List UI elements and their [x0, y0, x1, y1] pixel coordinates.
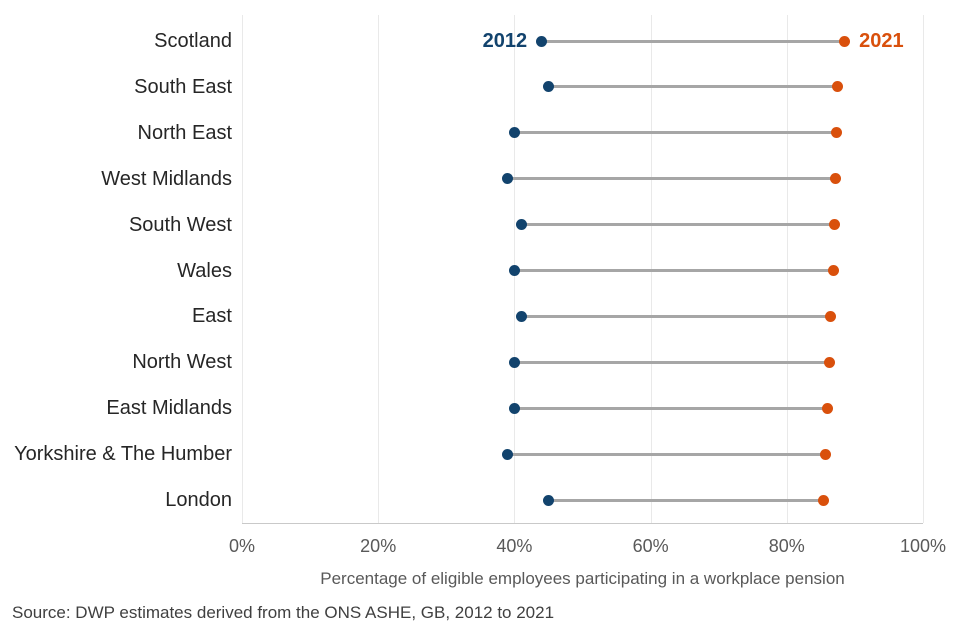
dot-2012 — [536, 35, 548, 47]
dot-2012 — [542, 81, 554, 93]
row-label: Wales — [177, 259, 232, 282]
row-label: North East — [137, 121, 232, 144]
row-label: South West — [128, 213, 232, 236]
gridline-100 — [923, 15, 924, 523]
dot-2021 — [824, 310, 836, 322]
connector-line — [514, 360, 830, 364]
x-tick-label: 80% — [768, 536, 805, 556]
x-axis-title: Percentage of eligible employees partici… — [320, 569, 845, 588]
dot-2021 — [829, 173, 841, 185]
x-tick-label: 60% — [632, 536, 669, 556]
connector-line — [514, 406, 828, 410]
connector-line — [507, 452, 826, 456]
dot-2021 — [824, 356, 836, 368]
x-tick-label: 0% — [228, 536, 255, 556]
x-tick-label: 100% — [899, 536, 947, 556]
x-tick-label: 40% — [496, 536, 533, 556]
dot-2021 — [828, 265, 840, 276]
dot-2021 — [828, 219, 840, 231]
connector-line — [514, 269, 834, 272]
source-note: Source: DWP estimates derived from the O… — [12, 603, 555, 622]
connector-line — [548, 498, 824, 502]
row-label: North West — [132, 351, 232, 374]
dot-2012 — [515, 310, 527, 322]
dot-2021 — [822, 402, 834, 414]
row-label: East Midlands — [106, 397, 232, 420]
row-label: Scotland — [154, 30, 232, 52]
dot-2021 — [831, 127, 842, 139]
row-label: West Midlands — [101, 167, 232, 190]
connector-line — [514, 131, 837, 135]
x-tick-label: 20% — [360, 536, 397, 556]
dot-2021 — [832, 81, 844, 93]
x-axis-line — [242, 523, 923, 524]
dot-2012 — [508, 356, 520, 368]
row-label: Yorkshire & The Humber — [14, 443, 232, 466]
dot-2012 — [508, 402, 520, 414]
dot-2021 — [818, 494, 830, 506]
connector-line — [521, 314, 831, 318]
legend-2012-label: 2012 — [482, 30, 528, 52]
dot-2012 — [508, 265, 520, 276]
dot-2021 — [820, 448, 832, 460]
connector-line — [548, 85, 838, 89]
dot-2012 — [542, 494, 554, 506]
row-label: London — [165, 489, 232, 511]
connector-line — [541, 39, 845, 43]
connector-line — [521, 223, 835, 227]
row-label: South East — [134, 75, 232, 98]
gridline-0 — [242, 15, 243, 523]
dot-2012 — [508, 127, 520, 139]
row-label: East — [191, 305, 232, 328]
gridline-20 — [378, 15, 380, 523]
dot-2012 — [502, 448, 514, 460]
connector-line — [507, 177, 836, 181]
legend-2021-label: 2021 — [859, 30, 904, 52]
dot-2012 — [515, 219, 527, 231]
dot-2012 — [502, 173, 514, 185]
dot-2021 — [839, 35, 851, 47]
